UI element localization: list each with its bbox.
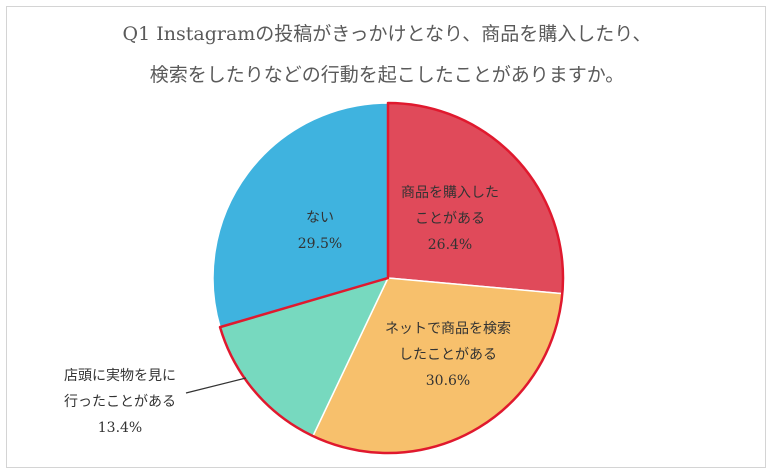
chart-title-line-2: 検索をしたりなどの行動を起こしたことがありますか。: [149, 64, 625, 86]
highlight-outline: [218, 101, 565, 455]
slice-category-label-3: 店頭に実物を見に: [64, 368, 176, 384]
slice-category-label-1: 商品を購入した: [401, 185, 499, 201]
slice-category-label-3: 行ったことがある: [64, 394, 176, 410]
slice-category-label-4: ない: [306, 210, 334, 226]
slice-category-label-1: ことがある: [415, 211, 485, 227]
slice-category-label-2: したことがある: [399, 347, 497, 363]
leader-line: [185, 377, 247, 394]
slice-value-label-4: 29.5%: [298, 236, 342, 252]
slice-value-label-1: 26.4%: [428, 237, 472, 253]
slice-value-label-2: 30.6%: [426, 373, 470, 389]
slice-value-label-3: 13.4%: [98, 420, 142, 436]
pie-slice-4: [212, 102, 389, 329]
chart-title-line-1: Q1 Instagramの投稿がきっかけとなり、商品を購入したり、: [122, 23, 652, 45]
slice-category-label-2: ネットで商品を検索: [385, 320, 511, 337]
